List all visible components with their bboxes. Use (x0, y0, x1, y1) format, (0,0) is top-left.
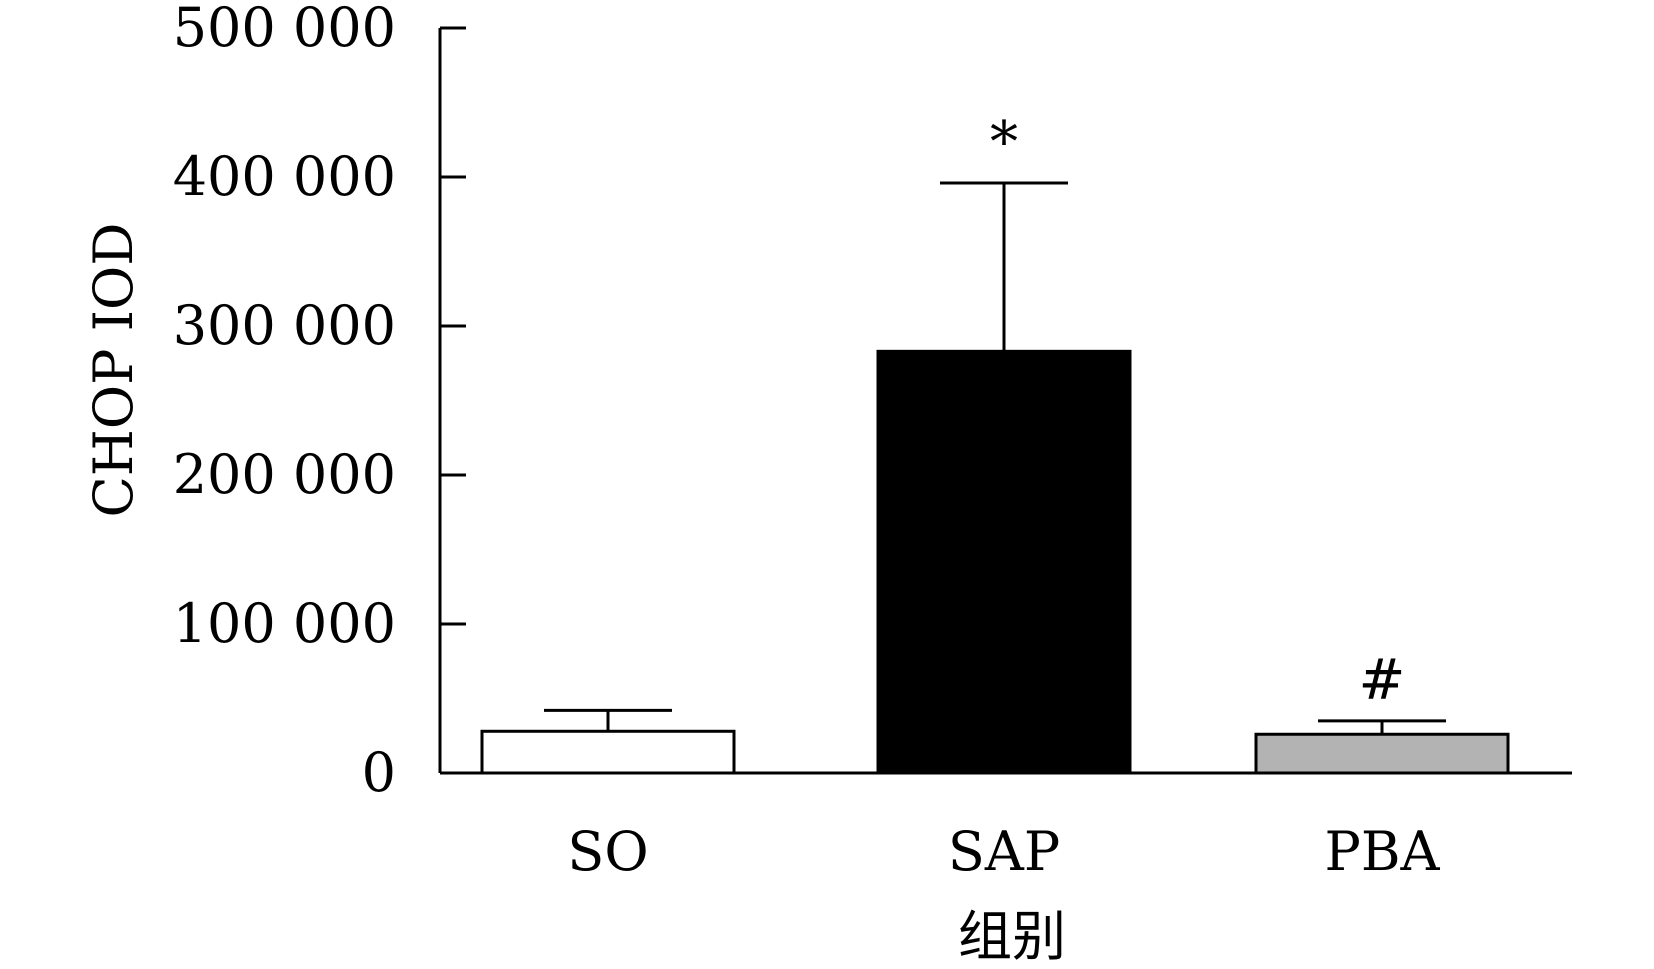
bars (480, 349, 1510, 775)
y-axis-ticks: 0 100 000 200 000 300 000 400 000 500 000 (173, 0, 466, 804)
y-tick-label: 500 000 (173, 0, 396, 59)
x-axis-category-labels: SO SAP PBA (567, 820, 1440, 883)
y-tick-label: 0 (362, 741, 396, 804)
y-tick-label: 200 000 (173, 443, 396, 506)
x-category-label: SAP (948, 820, 1060, 883)
y-tick-label: 100 000 (173, 592, 396, 655)
x-category-label: SO (567, 820, 648, 883)
error-bars (544, 181, 1446, 735)
bar-pba (1254, 732, 1510, 775)
significance-marker: * (990, 110, 1018, 175)
x-category-label: PBA (1324, 820, 1440, 883)
bar-so (480, 729, 736, 775)
significance-annotations: *# (990, 110, 1405, 713)
y-axis-title: CHOP IOD (82, 222, 145, 517)
significance-marker: # (1359, 648, 1406, 713)
y-tick-label: 400 000 (173, 145, 396, 208)
y-tick-label: 300 000 (173, 294, 396, 357)
x-axis-title: 组别 (958, 905, 1066, 968)
bar-sap (876, 349, 1132, 775)
